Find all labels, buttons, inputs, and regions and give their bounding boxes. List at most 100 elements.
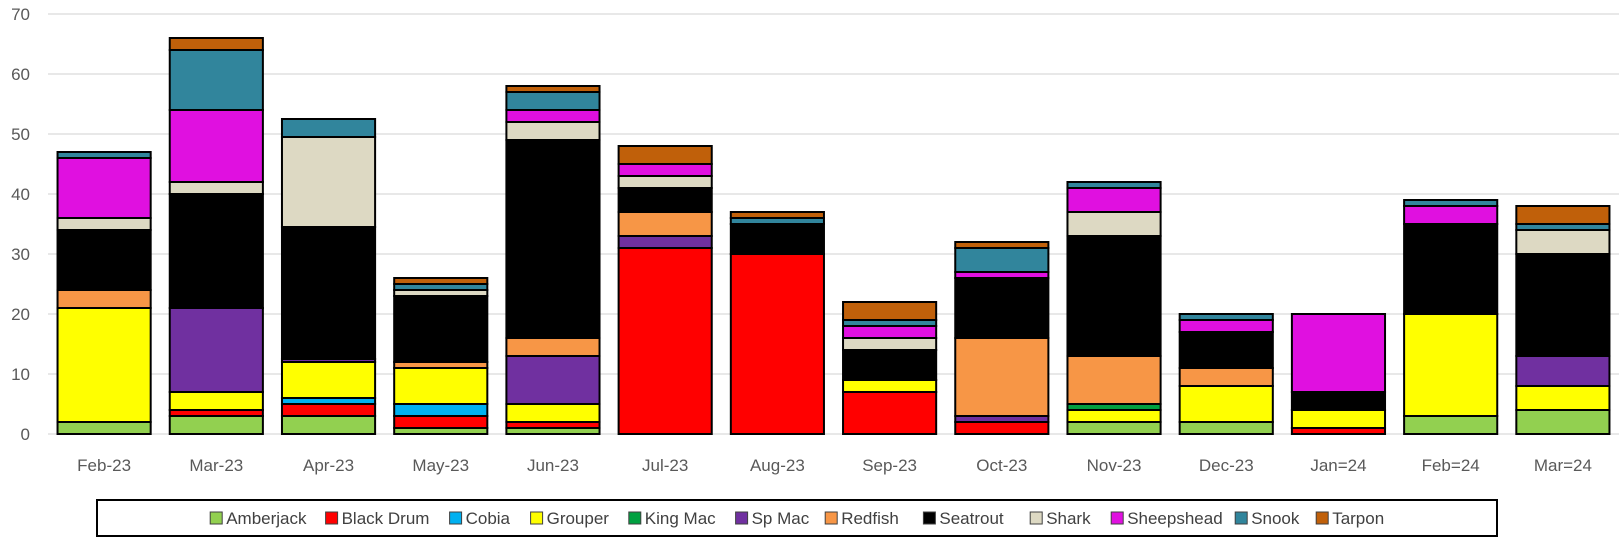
x-tick-label: Apr-23 [303, 456, 354, 475]
bar-segment-redfish [56, 289, 152, 309]
bar-segment-grouper [1290, 409, 1387, 429]
legend-swatch-sheepshead [1110, 511, 1124, 525]
legend-label-amberjack: Amberjack [226, 509, 307, 528]
x-tick-label: Feb=24 [1422, 456, 1480, 475]
legend-swatch-redfish [824, 511, 838, 525]
bar-segment-black-drum [954, 421, 1050, 435]
bar-segment-grouper [1178, 385, 1274, 423]
bar-segment-tarpon [729, 211, 825, 219]
bar-segment-sp-mac [1515, 355, 1611, 387]
x-tick-label: Oct-23 [976, 456, 1027, 475]
bar-segment-snook [56, 151, 152, 159]
x-tick-label: Jan=24 [1310, 456, 1366, 475]
legend-swatch-sp-mac [735, 511, 749, 525]
legend: Amberjack Black Drum Cobia Grouper King Mac S… [209, 509, 1384, 528]
bar-segment-seatrout [842, 349, 938, 381]
bar-segment-tarpon [505, 85, 601, 93]
y-tick-label: 70 [11, 5, 30, 24]
bar-segment-seatrout [954, 277, 1050, 339]
bar-segment-black-drum [280, 403, 377, 417]
bar-segment-shark [842, 337, 938, 351]
bar-segment-redfish [954, 337, 1050, 417]
bar-segment-redfish [1066, 355, 1162, 405]
bar-segment-seatrout [168, 193, 264, 309]
bar-segment-shark [617, 175, 713, 189]
x-tick-label: Jul-23 [642, 456, 688, 475]
bar-segment-tarpon [393, 277, 489, 285]
bar-segment-seatrout [729, 223, 825, 255]
y-tick-label: 60 [11, 65, 30, 84]
bar-segment-shark [1066, 211, 1162, 237]
bars [56, 37, 1611, 435]
y-tick-label: 30 [11, 245, 30, 264]
bar-segment-black-drum [617, 247, 713, 435]
bar-segment-redfish [617, 211, 713, 237]
bar-segment-sp-mac [168, 307, 264, 393]
bar-segment-sheepshead [842, 325, 938, 339]
bar-segment-shark [56, 217, 152, 231]
legend-label-redfish: Redfish [841, 509, 899, 528]
bar-segment-shark [168, 181, 264, 195]
bar-segment-amberjack [56, 421, 152, 435]
bar-segment-tarpon [954, 241, 1050, 249]
legend-swatch-snook [1234, 511, 1248, 525]
bar-segment-amberjack [1066, 421, 1162, 435]
bar-segment-seatrout [280, 226, 377, 360]
bar-segment-shark [280, 136, 377, 228]
bar-segment-black-drum [842, 391, 938, 435]
legend-label-tarpon: Tarpon [1332, 509, 1384, 528]
x-tick-label: Mar-23 [189, 456, 243, 475]
x-tick-label: Mar=24 [1534, 456, 1592, 475]
bar-segment-grouper [168, 391, 264, 411]
bar-segment-sheepshead [1178, 319, 1274, 333]
bar-segment-grouper [1515, 385, 1611, 411]
bar-segment-snook [1066, 181, 1162, 189]
bar-segment-sp-mac [505, 355, 601, 405]
bar-segment-snook [168, 49, 264, 111]
bar-segment-grouper [393, 367, 489, 405]
legend-label-grouper: Grouper [547, 509, 610, 528]
legend-swatch-seatrout [922, 511, 936, 525]
bar-segment-sheepshead [1066, 187, 1162, 213]
bar-segment-snook [280, 118, 377, 138]
bar-segment-amberjack [280, 415, 377, 435]
bar-segment-black-drum [729, 253, 825, 435]
bar-segment-shark [1515, 229, 1611, 255]
legend-label-black-drum: Black Drum [342, 509, 430, 528]
legend-label-cobia: Cobia [466, 509, 511, 528]
bar-segment-seatrout [1290, 391, 1387, 411]
x-tick-label: May-23 [412, 456, 469, 475]
x-tick-label: Nov-23 [1087, 456, 1142, 475]
x-tick-label: Feb-23 [77, 456, 131, 475]
legend-swatch-grouper [530, 511, 544, 525]
bar-segment-tarpon [842, 301, 938, 321]
bar-segment-seatrout [1066, 235, 1162, 357]
legend-swatch-amberjack [209, 511, 223, 525]
y-tick-label: 50 [11, 125, 30, 144]
y-tick-label: 0 [21, 425, 30, 444]
bar-segment-sheepshead [1403, 205, 1499, 225]
legend-swatch-black-drum [325, 511, 339, 525]
bar-segment-grouper [1066, 409, 1162, 423]
bar-segment-grouper [842, 379, 938, 393]
legend-label-sheepshead: Sheepshead [1127, 509, 1222, 528]
bar-segment-grouper [505, 403, 601, 423]
legend-swatch-shark [1029, 511, 1043, 525]
bar-segment-sheepshead [1290, 313, 1387, 393]
bar-segment-black-drum [393, 415, 489, 429]
x-tick-label: Dec-23 [1199, 456, 1254, 475]
legend-label-shark: Shark [1046, 509, 1091, 528]
x-tick-label: Sep-23 [862, 456, 917, 475]
bar-segment-grouper [280, 361, 377, 399]
bar-segment-snook [1178, 313, 1274, 321]
bar-segment-amberjack [168, 415, 264, 435]
x-tick-label: Jun-23 [527, 456, 579, 475]
bar-segment-seatrout [56, 229, 152, 291]
bar-segment-redfish [505, 337, 601, 357]
bar-segment-seatrout [617, 187, 713, 213]
bar-segment-tarpon [168, 37, 264, 51]
legend-swatch-tarpon [1315, 511, 1329, 525]
bar-segment-seatrout [505, 139, 601, 339]
